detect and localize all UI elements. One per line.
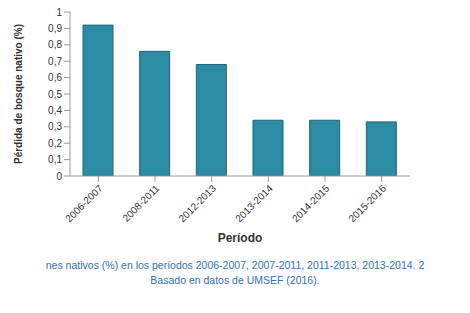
svg-text:0,2: 0,2 xyxy=(48,138,62,149)
svg-text:Período: Período xyxy=(218,231,263,245)
svg-text:0: 0 xyxy=(56,171,62,182)
svg-text:Pérdida de bosque nativo (%): Pérdida de bosque nativo (%) xyxy=(13,24,24,164)
svg-text:0,7: 0,7 xyxy=(48,56,62,67)
html-text:nes nativos (%) en los período: nes nativos (%) en los períodos 2006-200… xyxy=(45,259,425,271)
svg-text:1: 1 xyxy=(56,7,62,18)
svg-text:0,8: 0,8 xyxy=(48,39,62,50)
html-text:Basado en datos de UMSEF (2016: Basado en datos de UMSEF (2016). xyxy=(150,274,320,286)
svg-text:2013-2014: 2013-2014 xyxy=(233,182,275,224)
svg-text:0,9: 0,9 xyxy=(48,23,62,34)
svg-text:2006-2007: 2006-2007 xyxy=(63,182,105,224)
svg-text:0,5: 0,5 xyxy=(48,89,62,100)
svg-text:2015-2016: 2015-2016 xyxy=(347,182,389,224)
svg-text:2014-2015: 2014-2015 xyxy=(290,182,332,224)
svg-text:0,6: 0,6 xyxy=(48,72,62,83)
svg-text:0,3: 0,3 xyxy=(48,121,62,132)
svg-text:0,4: 0,4 xyxy=(48,105,62,116)
svg-text:0,1: 0,1 xyxy=(48,154,62,165)
svg-text:2008-2011: 2008-2011 xyxy=(120,182,161,223)
svg-text:2012-2013: 2012-2013 xyxy=(177,182,219,224)
